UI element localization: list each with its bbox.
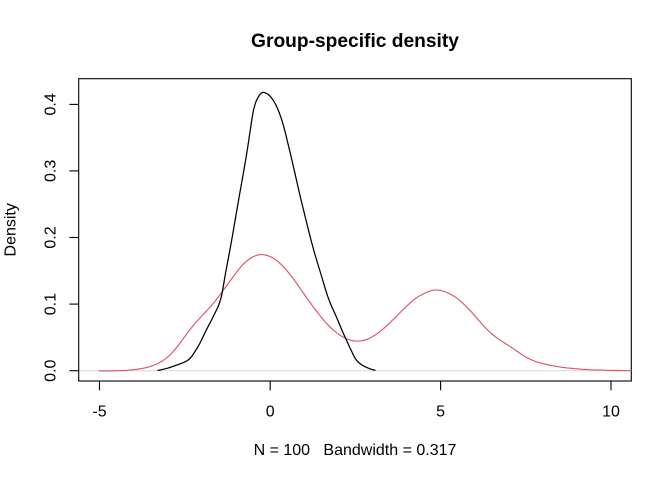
svg-text:5: 5 bbox=[436, 403, 445, 420]
svg-text:Group-specific density: Group-specific density bbox=[251, 31, 459, 52]
svg-text:Density: Density bbox=[3, 203, 20, 256]
svg-text:0.4: 0.4 bbox=[43, 93, 60, 115]
svg-text:0.2: 0.2 bbox=[43, 226, 60, 248]
svg-text:10: 10 bbox=[602, 403, 620, 420]
svg-text:-5: -5 bbox=[92, 403, 106, 420]
svg-text:0.3: 0.3 bbox=[43, 160, 60, 182]
svg-text:0.0: 0.0 bbox=[43, 359, 60, 381]
svg-text:0: 0 bbox=[266, 403, 275, 420]
svg-text:0.1: 0.1 bbox=[43, 293, 60, 315]
svg-text:N = 100 Bandwidth = 0.317: N = 100 Bandwidth = 0.317 bbox=[254, 442, 457, 459]
